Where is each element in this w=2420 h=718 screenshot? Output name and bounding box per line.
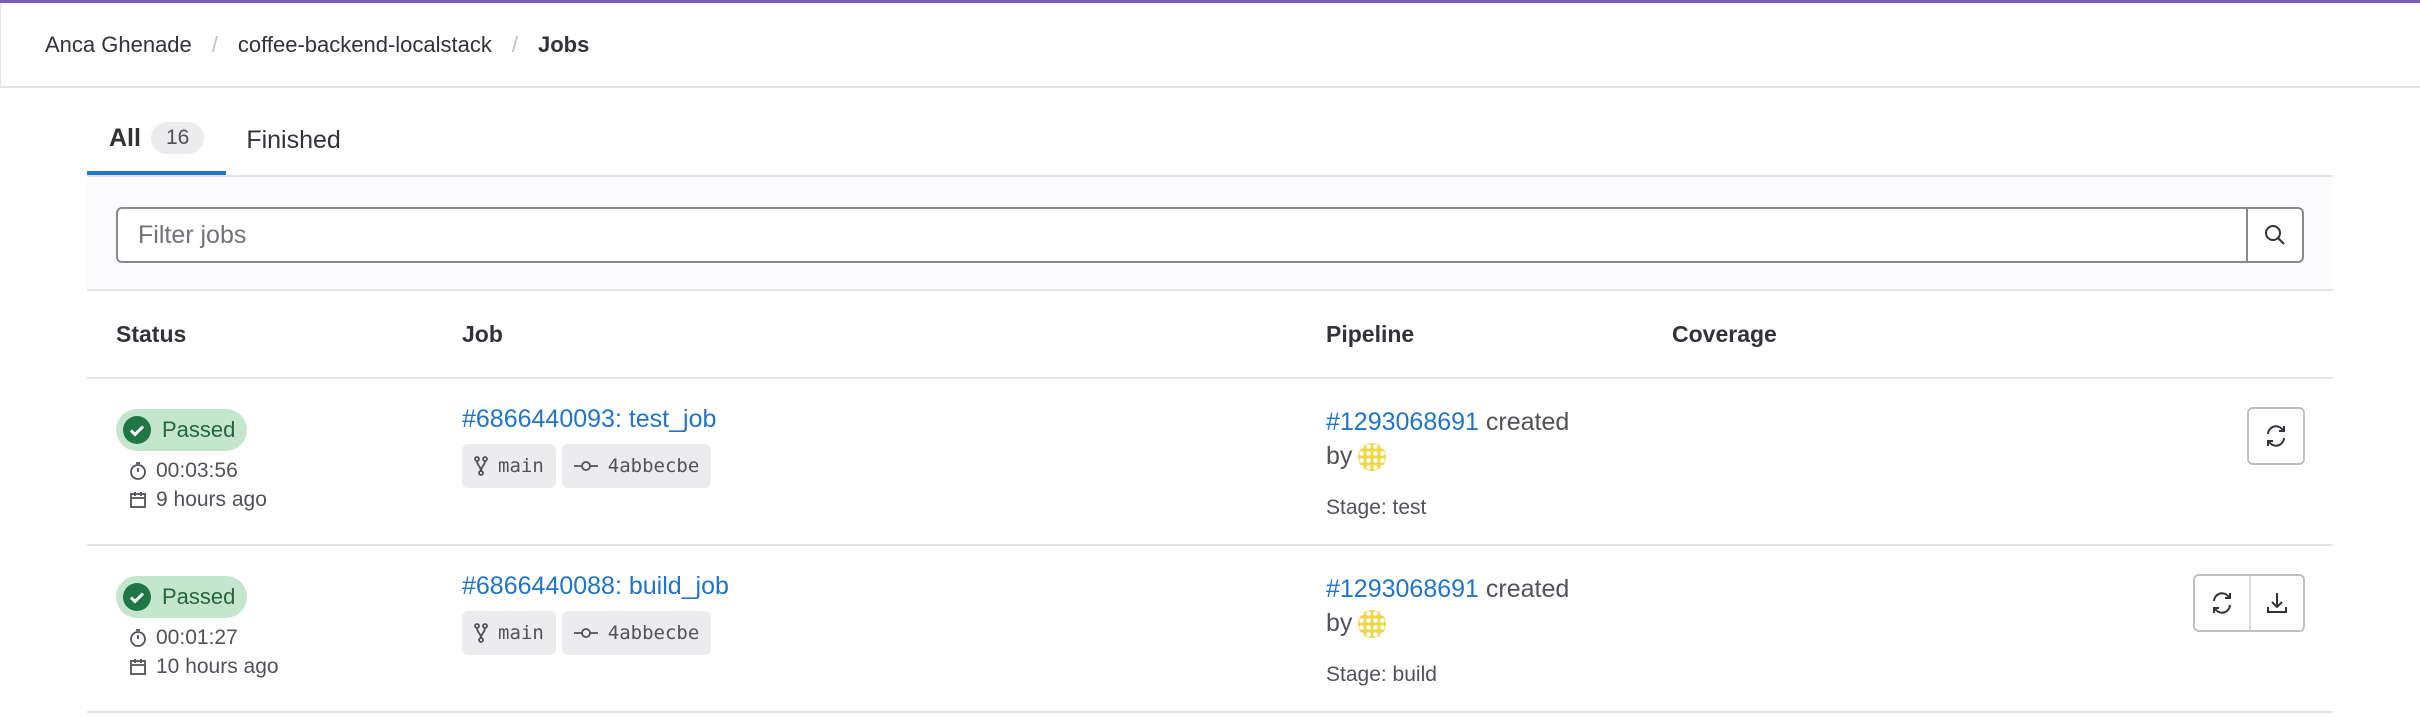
filter-container	[116, 207, 2304, 263]
tab-all[interactable]: All 16	[87, 105, 227, 175]
retry-icon	[2213, 592, 2231, 614]
status-label: Passed	[162, 417, 236, 442]
breadcrumb-user[interactable]: Anca Ghenade	[45, 31, 192, 57]
branch-tag[interactable]: main	[462, 444, 556, 488]
column-status: Status	[116, 321, 187, 347]
tabs: All 16 Finished	[87, 105, 363, 175]
retry-button[interactable]	[2195, 576, 2249, 630]
avatar[interactable]	[1358, 610, 1387, 639]
breadcrumb-project[interactable]: coffee-backend-localstack	[237, 31, 492, 57]
count-badge: 16	[150, 122, 205, 154]
download-artifacts-button[interactable]	[2249, 576, 2303, 630]
by-text: by	[1326, 609, 1353, 637]
breadcrumb: Anca Ghenade / coffee-backend-localstack…	[0, 3, 2420, 88]
table-row: Passed 00:01:27 10 hours ago #6866440088…	[87, 546, 2333, 713]
commit-tag[interactable]: 4abbecbe	[561, 611, 712, 655]
pipeline-link[interactable]: #1293068691	[1326, 408, 1479, 436]
download-icon	[2267, 593, 2287, 613]
check-circle-icon	[123, 416, 151, 444]
created-text: created	[1485, 408, 1570, 436]
status-label: Passed	[162, 584, 236, 609]
column-job: Job	[462, 321, 503, 347]
avatar[interactable]	[1358, 443, 1387, 472]
action-buttons	[2247, 407, 2305, 465]
by-text: by	[1326, 442, 1353, 470]
branch-name: main	[498, 455, 544, 477]
calendar-icon	[130, 492, 146, 508]
stage: Stage: build	[1326, 663, 1437, 686]
search-icon	[2265, 225, 2285, 245]
status-badge[interactable]: Passed	[116, 576, 248, 618]
retry-icon	[2267, 425, 2285, 447]
top-accent-bar	[0, 0, 2420, 3]
action-buttons	[2193, 574, 2305, 632]
column-pipeline: Pipeline	[1326, 321, 1415, 347]
breadcrumb-current: Jobs	[538, 31, 590, 57]
commit-tag[interactable]: 4abbecbe	[561, 444, 712, 488]
status-badge[interactable]: Passed	[116, 409, 248, 451]
calendar-icon	[130, 659, 146, 675]
search-button[interactable]	[2246, 209, 2302, 261]
tab-finished[interactable]: Finished	[226, 105, 363, 175]
tab-label: Finished	[246, 125, 341, 154]
table-row: Passed 00:03:56 9 hours ago #6866440093:…	[87, 379, 2333, 546]
filter-bar	[87, 175, 2333, 291]
commit-sha: 4abbecbe	[607, 622, 700, 644]
created-text: created	[1485, 575, 1570, 603]
check-circle-icon	[123, 583, 151, 611]
duration: 00:03:56	[156, 459, 238, 482]
job-link[interactable]: #6866440093: test_job	[462, 405, 717, 433]
branch-tag[interactable]: main	[462, 611, 556, 655]
commit-icon	[573, 461, 598, 471]
commit-sha: 4abbecbe	[607, 455, 700, 477]
duration: 00:01:27	[156, 626, 238, 649]
branch-name: main	[498, 622, 544, 644]
tab-label: All	[109, 123, 141, 152]
timer-icon	[130, 462, 146, 480]
commit-icon	[573, 628, 598, 638]
breadcrumb-separator: /	[511, 31, 518, 57]
filter-jobs-input[interactable]	[118, 209, 2246, 261]
branch-icon	[474, 623, 488, 643]
pipeline-link[interactable]: #1293068691	[1326, 575, 1479, 603]
branch-icon	[474, 456, 488, 476]
breadcrumb-separator: /	[211, 31, 218, 57]
finished-time: 10 hours ago	[156, 655, 279, 678]
column-coverage: Coverage	[1672, 321, 1777, 347]
timer-icon	[130, 629, 146, 647]
stage: Stage: test	[1326, 496, 1427, 519]
table-header: Status Job Pipeline Coverage	[87, 291, 2333, 379]
job-link[interactable]: #6866440088: build_job	[462, 572, 729, 600]
retry-button[interactable]	[2249, 409, 2303, 463]
finished-time: 9 hours ago	[156, 488, 267, 511]
